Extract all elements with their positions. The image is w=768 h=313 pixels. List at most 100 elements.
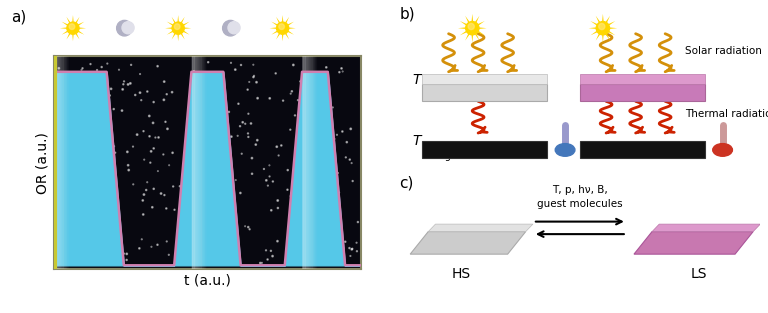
Polygon shape [66,33,71,39]
Polygon shape [165,28,172,29]
Point [263,163,276,168]
Polygon shape [72,15,74,22]
Polygon shape [75,17,80,23]
Point [323,97,336,102]
Point [78,137,90,142]
Point [58,214,71,219]
Polygon shape [184,28,191,29]
Point [272,206,284,211]
Point [113,67,125,72]
Point [145,149,157,154]
Point [149,135,161,140]
Point [346,178,359,183]
Point [167,150,179,155]
Polygon shape [460,21,467,26]
Point [350,240,362,245]
Point [345,126,357,131]
Polygon shape [460,31,467,35]
Point [121,149,134,154]
Text: c): c) [399,175,414,190]
Point [260,248,272,253]
Point [152,135,164,140]
Point [219,181,231,186]
Polygon shape [475,33,479,41]
Polygon shape [610,27,617,29]
Point [346,246,359,251]
Point [322,251,334,256]
Point [91,118,103,123]
Point [275,143,287,148]
Point [300,226,313,231]
Point [83,206,95,211]
Polygon shape [475,16,479,23]
Point [343,246,356,251]
Point [329,216,341,221]
Polygon shape [78,31,84,35]
Text: Thermal radiation: Thermal radiation [685,109,768,119]
Point [337,246,349,251]
Point [223,109,235,114]
Point [299,254,311,259]
Point [242,135,254,140]
Point [134,90,146,95]
Point [117,87,129,92]
Polygon shape [61,22,68,26]
Point [313,239,325,244]
Point [294,79,306,84]
Point [344,254,356,259]
Text: T, p, hν, B,
guest molecules: T, p, hν, B, guest molecules [537,185,623,208]
Point [114,228,126,233]
Point [282,167,294,172]
Point [230,177,242,182]
Point [141,89,154,94]
Point [317,135,329,140]
Point [52,137,65,142]
Point [64,186,76,191]
Point [157,152,170,157]
Point [97,115,109,121]
Point [332,171,344,176]
Point [246,171,258,176]
Point [336,66,348,71]
Point [210,70,223,75]
Point [346,247,358,252]
Point [326,105,339,110]
Point [284,127,296,132]
Point [200,167,212,172]
Point [270,144,283,149]
Circle shape [599,23,605,30]
Point [286,89,298,94]
Point [144,160,157,165]
Point [296,158,309,163]
Polygon shape [61,31,68,35]
Point [179,151,191,156]
Polygon shape [410,232,525,254]
Point [204,95,216,100]
Point [225,134,237,139]
Circle shape [276,22,289,34]
Polygon shape [75,33,80,39]
Polygon shape [596,16,601,23]
Point [161,206,173,211]
Polygon shape [472,14,473,22]
Point [127,182,140,187]
Point [236,151,248,156]
Point [317,192,329,197]
Point [76,66,88,71]
Point [82,121,94,126]
Point [339,155,352,160]
X-axis label: t (a.u.): t (a.u.) [184,273,231,287]
Point [168,207,180,212]
Point [202,60,214,65]
Circle shape [117,20,132,36]
Point [280,261,292,266]
Point [140,187,152,192]
Point [137,198,149,203]
Point [313,197,326,202]
Point [55,213,68,218]
Point [98,200,110,205]
Circle shape [69,24,74,29]
Point [296,146,308,151]
Point [239,121,251,126]
Point [266,254,279,259]
